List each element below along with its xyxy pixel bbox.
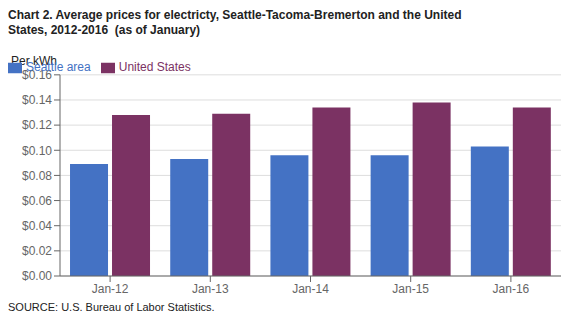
svg-text:Jan-14: Jan-14: [292, 282, 329, 296]
svg-text:$0.12: $0.12: [22, 118, 52, 132]
svg-text:Jan-13: Jan-13: [192, 282, 229, 296]
svg-text:Per kWh: Per kWh: [11, 54, 57, 68]
svg-text:$0.14: $0.14: [22, 93, 52, 107]
svg-text:$0.04: $0.04: [22, 219, 52, 233]
svg-text:$0.02: $0.02: [22, 244, 52, 258]
svg-text:$0.06: $0.06: [22, 194, 52, 208]
svg-text:$0.08: $0.08: [22, 169, 52, 183]
svg-text:Jan-12: Jan-12: [92, 282, 129, 296]
svg-text:Jan-15: Jan-15: [392, 282, 429, 296]
svg-text:$0.16: $0.16: [22, 68, 52, 82]
svg-text:$0.00: $0.00: [22, 269, 52, 283]
svg-text:Jan-16: Jan-16: [493, 282, 530, 296]
svg-text:$0.10: $0.10: [22, 144, 52, 158]
